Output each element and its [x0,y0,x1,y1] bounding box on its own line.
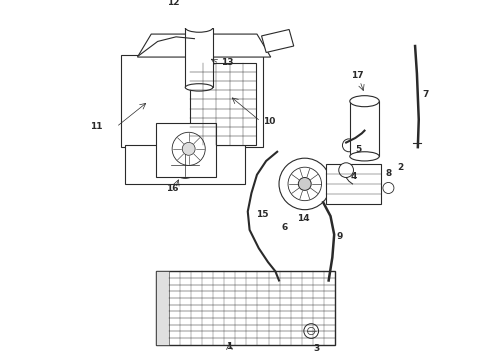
Bar [156,123,216,176]
Bar [350,101,379,156]
Circle shape [383,183,394,193]
Text: 4: 4 [351,172,357,181]
Text: 2: 2 [397,163,404,172]
Bar [121,55,264,147]
Text: 17: 17 [351,71,364,80]
Text: 13: 13 [221,58,234,67]
Polygon shape [262,30,294,53]
Text: 12: 12 [167,0,179,6]
Text: 7: 7 [422,90,429,99]
Text: 10: 10 [264,117,276,126]
Circle shape [182,143,195,155]
Bar [188,14,210,23]
Circle shape [172,151,199,179]
Ellipse shape [350,152,379,161]
Ellipse shape [350,96,379,107]
Circle shape [279,158,330,210]
Circle shape [172,132,205,165]
Circle shape [343,139,355,152]
Polygon shape [137,34,271,57]
Ellipse shape [185,84,213,91]
Bar [125,145,245,184]
Ellipse shape [185,23,213,32]
Text: 9: 9 [337,232,343,241]
Bar [156,271,335,345]
Text: 16: 16 [166,184,179,193]
Text: 3: 3 [313,344,319,353]
Circle shape [353,135,363,144]
Text: 5: 5 [355,145,362,154]
Circle shape [339,163,353,177]
Bar [156,271,169,345]
Bar [190,63,256,145]
Bar [185,28,213,87]
Circle shape [288,167,321,201]
Circle shape [298,177,311,190]
Text: 1: 1 [226,342,232,351]
Text: 11: 11 [90,122,102,131]
Text: 14: 14 [296,214,309,223]
Bar [326,164,381,204]
Text: 15: 15 [256,210,269,219]
Text: 8: 8 [386,169,392,178]
Circle shape [304,324,318,338]
Circle shape [308,327,315,335]
Text: 6: 6 [282,223,288,232]
